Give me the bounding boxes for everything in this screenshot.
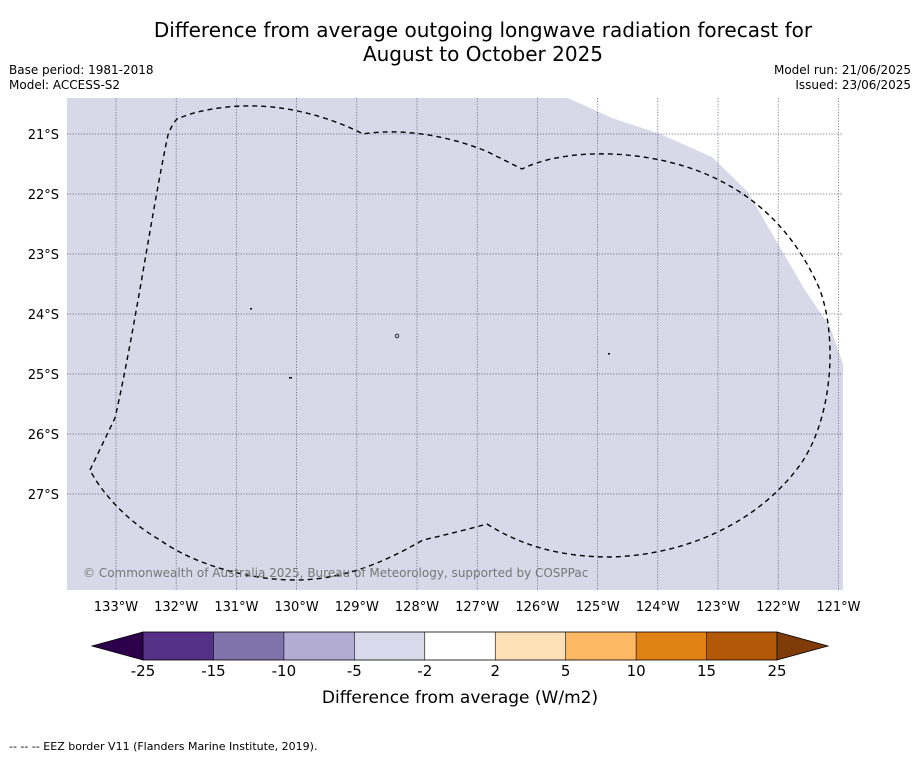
longitude-label: 128°W: [395, 600, 439, 615]
latitude-label: 25°S: [28, 368, 59, 383]
longitude-label: 131°W: [214, 600, 258, 615]
longitude-label: 123°W: [696, 600, 740, 615]
longitude-label: 133°W: [94, 600, 138, 615]
colorbar-tick-label: 5: [561, 662, 571, 680]
base-period-label: Base period: 1981-2018: [9, 63, 154, 77]
longitude-label: 129°W: [335, 600, 379, 615]
latitude-label: 22°S: [28, 188, 59, 203]
copyright-text: © Commonwealth of Australia 2025, Bureau…: [83, 566, 588, 580]
colorbar-bin: [213, 632, 285, 660]
model-label: Model: ACCESS-S2: [9, 78, 121, 92]
colorbar-bin: [636, 632, 707, 660]
colorbar-bin: [283, 632, 355, 660]
colorbar-tick-label: 10: [627, 662, 646, 680]
colorbar-tick-label: 15: [697, 662, 716, 680]
colorbar-tick-label: -10: [272, 662, 297, 680]
title-line-1: Difference from average outgoing longwav…: [153, 18, 813, 42]
colorbar-under-arrow: [90, 631, 144, 661]
colorbar-frame: [142, 631, 778, 661]
longitude-labels: 133°W 132°W 131°W 130°W 129°W 128°W 127°W 126°W…: [94, 600, 861, 615]
latitude-label: 24°S: [28, 308, 59, 323]
longitude-label: 130°W: [275, 600, 319, 615]
colorbar-bin: [143, 632, 214, 660]
colorbar-tick-label: -15: [201, 662, 226, 680]
island-markers: [250, 308, 610, 379]
eez-border: [89, 105, 831, 581]
info-left: Base period: 1981-2018 Model: ACCESS-S2: [9, 63, 154, 93]
longitude-label: 126°W: [515, 600, 559, 615]
colorbar-over-arrow: [776, 631, 830, 661]
colorbar-bin: [565, 632, 637, 660]
latitude-label: 27°S: [28, 488, 59, 503]
colorbar-bin: [495, 632, 566, 660]
title-line-2: August to October 2025: [362, 42, 604, 66]
colorbar-label: Difference from average (W/m2): [322, 688, 598, 708]
colorbar-tick-label: -25: [131, 662, 156, 680]
latitude-label: 21°S: [28, 128, 59, 143]
longitude-label: 122°W: [756, 600, 800, 615]
issued-label: Issued: 23/06/2025: [795, 78, 911, 92]
longitude-label: 124°W: [636, 600, 680, 615]
colorbar-tick-label: 25: [767, 662, 786, 680]
longitude-label: 125°W: [576, 600, 620, 615]
colorbar-tick-label: 2: [490, 662, 500, 680]
island-marker: [250, 308, 252, 310]
field-region: [67, 98, 843, 590]
longitude-label: 127°W: [455, 600, 499, 615]
latitude-label: 26°S: [28, 428, 59, 443]
longitude-label: 132°W: [154, 600, 198, 615]
colorbar-bin: [424, 632, 496, 660]
latitude-label: 23°S: [28, 248, 59, 263]
footer-note: -- -- -- EEZ border V11 (Flanders Marine…: [9, 740, 318, 753]
graticule: [67, 98, 843, 590]
model-run-label: Model run: 21/06/2025: [773, 63, 911, 77]
colorbar-bin: [354, 632, 426, 660]
colorbar-tick-label: -5: [347, 662, 362, 680]
colorbar-tick-label: -2: [417, 662, 432, 680]
island-marker: [394, 333, 400, 339]
colorbar-bin: [706, 632, 778, 660]
colorbar: -25 -15 -10 -5 -2 2 5 10 15 25 Difference from av…: [90, 631, 830, 708]
longitude-label: 121°W: [816, 600, 860, 615]
island-marker: [289, 377, 292, 379]
info-right: Model run: 21/06/2025 Issued: 23/06/2025: [774, 63, 911, 93]
chart-title: Difference from average outgoing longwav…: [0, 18, 919, 66]
island-marker: [608, 353, 610, 355]
latitude-labels: 21°S 22°S 23°S 24°S 25°S 26°S 27°S: [28, 128, 59, 503]
